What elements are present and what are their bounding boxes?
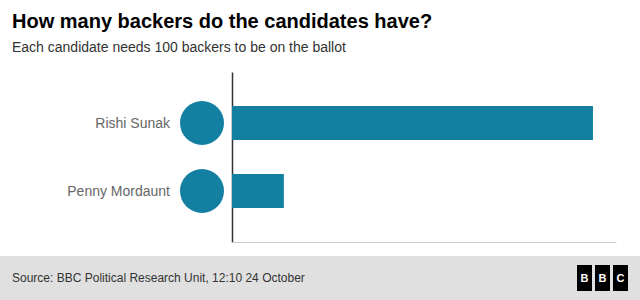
photo-placeholder <box>180 169 224 213</box>
x-axis-line <box>233 242 617 243</box>
logo: BBC <box>581 272 625 284</box>
x-axis <box>233 242 617 243</box>
logo-letter: B <box>581 272 589 284</box>
y-axis-line <box>232 73 234 243</box>
plot: Rishi SunakPenny Mordaunt18827 <box>67 73 616 243</box>
logo-letter: C <box>617 272 625 284</box>
subtitle: Each candidate needs 100 backers to be o… <box>12 39 346 55</box>
category-label: Penny Mordaunt <box>67 183 170 199</box>
bars <box>232 106 593 208</box>
footer: Source: BBC Political Research Unit, 12:… <box>0 256 640 300</box>
y-axis <box>232 73 233 243</box>
source: Source: BBC Political Research Unit, 12:… <box>12 271 305 285</box>
logo-box <box>613 265 628 291</box>
logo-box <box>577 265 592 291</box>
footer-background <box>0 256 640 300</box>
bar <box>232 174 284 208</box>
category-label: Rishi Sunak <box>95 115 171 131</box>
chart: How many backers do the candidates have?… <box>0 0 640 300</box>
logo-letter: B <box>599 272 607 284</box>
bar <box>232 106 593 140</box>
photo-placeholder <box>180 101 224 145</box>
title: How many backers do the candidates have? <box>12 10 432 32</box>
logo-box <box>595 265 610 291</box>
